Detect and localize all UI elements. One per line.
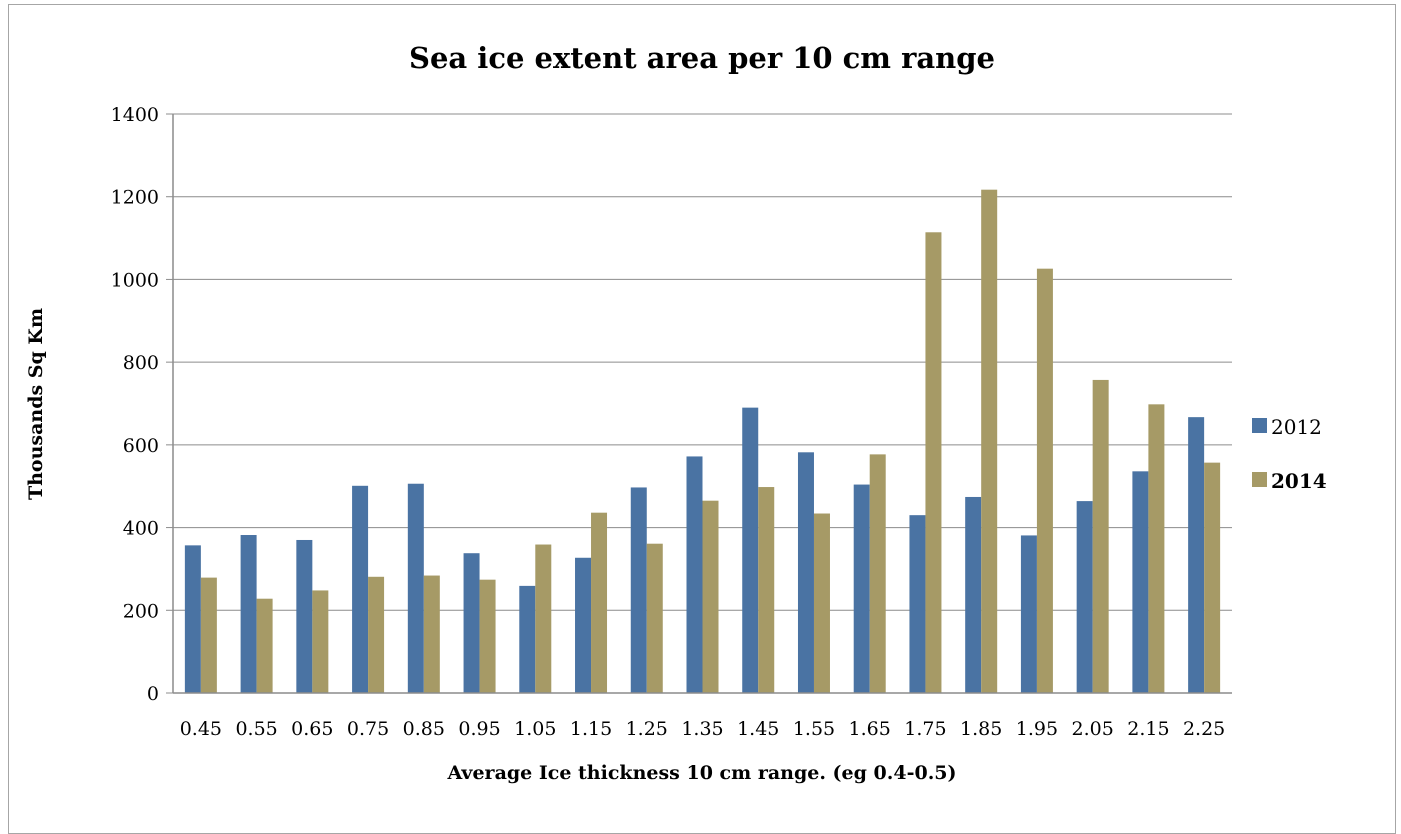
y-axis-ticks: 0 200 400 600 800 1000 1200 1400 — [111, 104, 174, 705]
bar-2012-0.75 — [352, 485, 369, 693]
x-tick-label: 0.65 — [291, 718, 333, 740]
bar-2012-0.85 — [407, 483, 424, 693]
bar-2014-1.45 — [758, 487, 775, 693]
bar-2012-1.45 — [742, 407, 759, 693]
x-tick-label: 1.15 — [570, 718, 612, 740]
x-axis-ticks: 0.45 0.55 0.65 0.75 0.85 0.95 1.05 1.15 1.25 1.35… — [180, 718, 1226, 740]
y-tick-label: 600 — [123, 435, 159, 457]
bar-2014-1.75 — [925, 232, 942, 693]
x-tick-label: 0.55 — [235, 718, 277, 740]
x-tick-label: 1.55 — [793, 718, 835, 740]
y-axis-title: Thousands Sq Km — [25, 308, 47, 500]
bar-2012-1.15 — [575, 557, 592, 693]
bar-2012-0.45 — [184, 545, 201, 693]
bar-2012-0.55 — [240, 535, 257, 693]
x-tick-label: 0.75 — [347, 718, 389, 740]
x-tick-label: 2.05 — [1072, 718, 1114, 740]
bar-2014-1.15 — [591, 512, 608, 693]
x-tick-label: 2.25 — [1183, 718, 1225, 740]
bar-2012-1.25 — [630, 487, 647, 693]
x-tick-label: 2.15 — [1127, 718, 1169, 740]
x-tick-label: 1.75 — [904, 718, 946, 740]
x-tick-label: 1.35 — [681, 718, 723, 740]
bar-2014-0.65 — [312, 590, 329, 693]
bar-2012-0.65 — [296, 539, 313, 693]
bar-2014-0.75 — [368, 576, 385, 693]
bar-2014-1.55 — [813, 513, 830, 693]
y-tick-label: 1400 — [111, 104, 159, 126]
bar-2014-0.45 — [200, 577, 217, 693]
bar-2014-2.25 — [1204, 462, 1221, 693]
bar-2014-1.05 — [535, 544, 552, 693]
bar-2012-1.65 — [853, 484, 870, 693]
bar-2012-1.35 — [686, 456, 703, 693]
x-tick-label: 1.65 — [849, 718, 891, 740]
y-tick-label: 1200 — [111, 187, 159, 209]
legend-label-2012: 2012 — [1271, 415, 1322, 439]
chart-title: Sea ice extent area per 10 cm range — [409, 41, 995, 75]
x-tick-label: 0.45 — [180, 718, 222, 740]
y-tick-label: 400 — [123, 518, 159, 540]
bar-2012-1.55 — [797, 452, 814, 693]
bar-2014-0.85 — [423, 575, 440, 693]
y-tick-label: 0 — [147, 683, 159, 705]
legend: 2012 2014 — [1252, 415, 1327, 493]
bar-2012-1.85 — [965, 496, 982, 693]
bar-2014-2.05 — [1092, 379, 1109, 693]
bar-2012-0.95 — [463, 553, 480, 693]
bar-2012-2.15 — [1132, 471, 1149, 693]
x-tick-label: 1.85 — [960, 718, 1002, 740]
x-tick-label: 1.95 — [1016, 718, 1058, 740]
legend-swatch-2012 — [1252, 418, 1267, 433]
bar-2014-0.95 — [479, 579, 496, 693]
legend-label-2014: 2014 — [1271, 469, 1327, 493]
y-tick-label: 200 — [123, 600, 159, 622]
gridlines — [173, 113, 1232, 611]
bar-2014-1.95 — [1036, 268, 1053, 693]
legend-swatch-2014 — [1252, 472, 1267, 487]
chart-frame — [8, 4, 1396, 834]
bar-2014-2.15 — [1148, 404, 1165, 693]
bar-2012-1.75 — [909, 515, 926, 693]
bars — [184, 189, 1221, 693]
x-tick-label: 0.95 — [458, 718, 500, 740]
bar-2012-1.95 — [1020, 535, 1037, 693]
y-tick-label: 800 — [123, 352, 159, 374]
x-tick-label: 1.45 — [737, 718, 779, 740]
bar-2014-0.55 — [256, 598, 273, 693]
bar-2014-1.65 — [869, 454, 886, 693]
x-axis-title: Average Ice thickness 10 cm range. (eg 0… — [446, 762, 956, 784]
x-tick-label: 1.05 — [514, 718, 556, 740]
bar-2014-1.25 — [646, 543, 663, 693]
x-tick-label: 1.25 — [626, 718, 668, 740]
bar-2014-1.85 — [981, 189, 998, 693]
x-tick-label: 0.85 — [403, 718, 445, 740]
bar-2012-2.05 — [1076, 501, 1093, 693]
y-tick-label: 1000 — [111, 269, 159, 291]
bar-2014-1.35 — [702, 500, 719, 693]
bar-2012-2.25 — [1188, 417, 1205, 693]
bar-2012-1.05 — [519, 585, 536, 693]
